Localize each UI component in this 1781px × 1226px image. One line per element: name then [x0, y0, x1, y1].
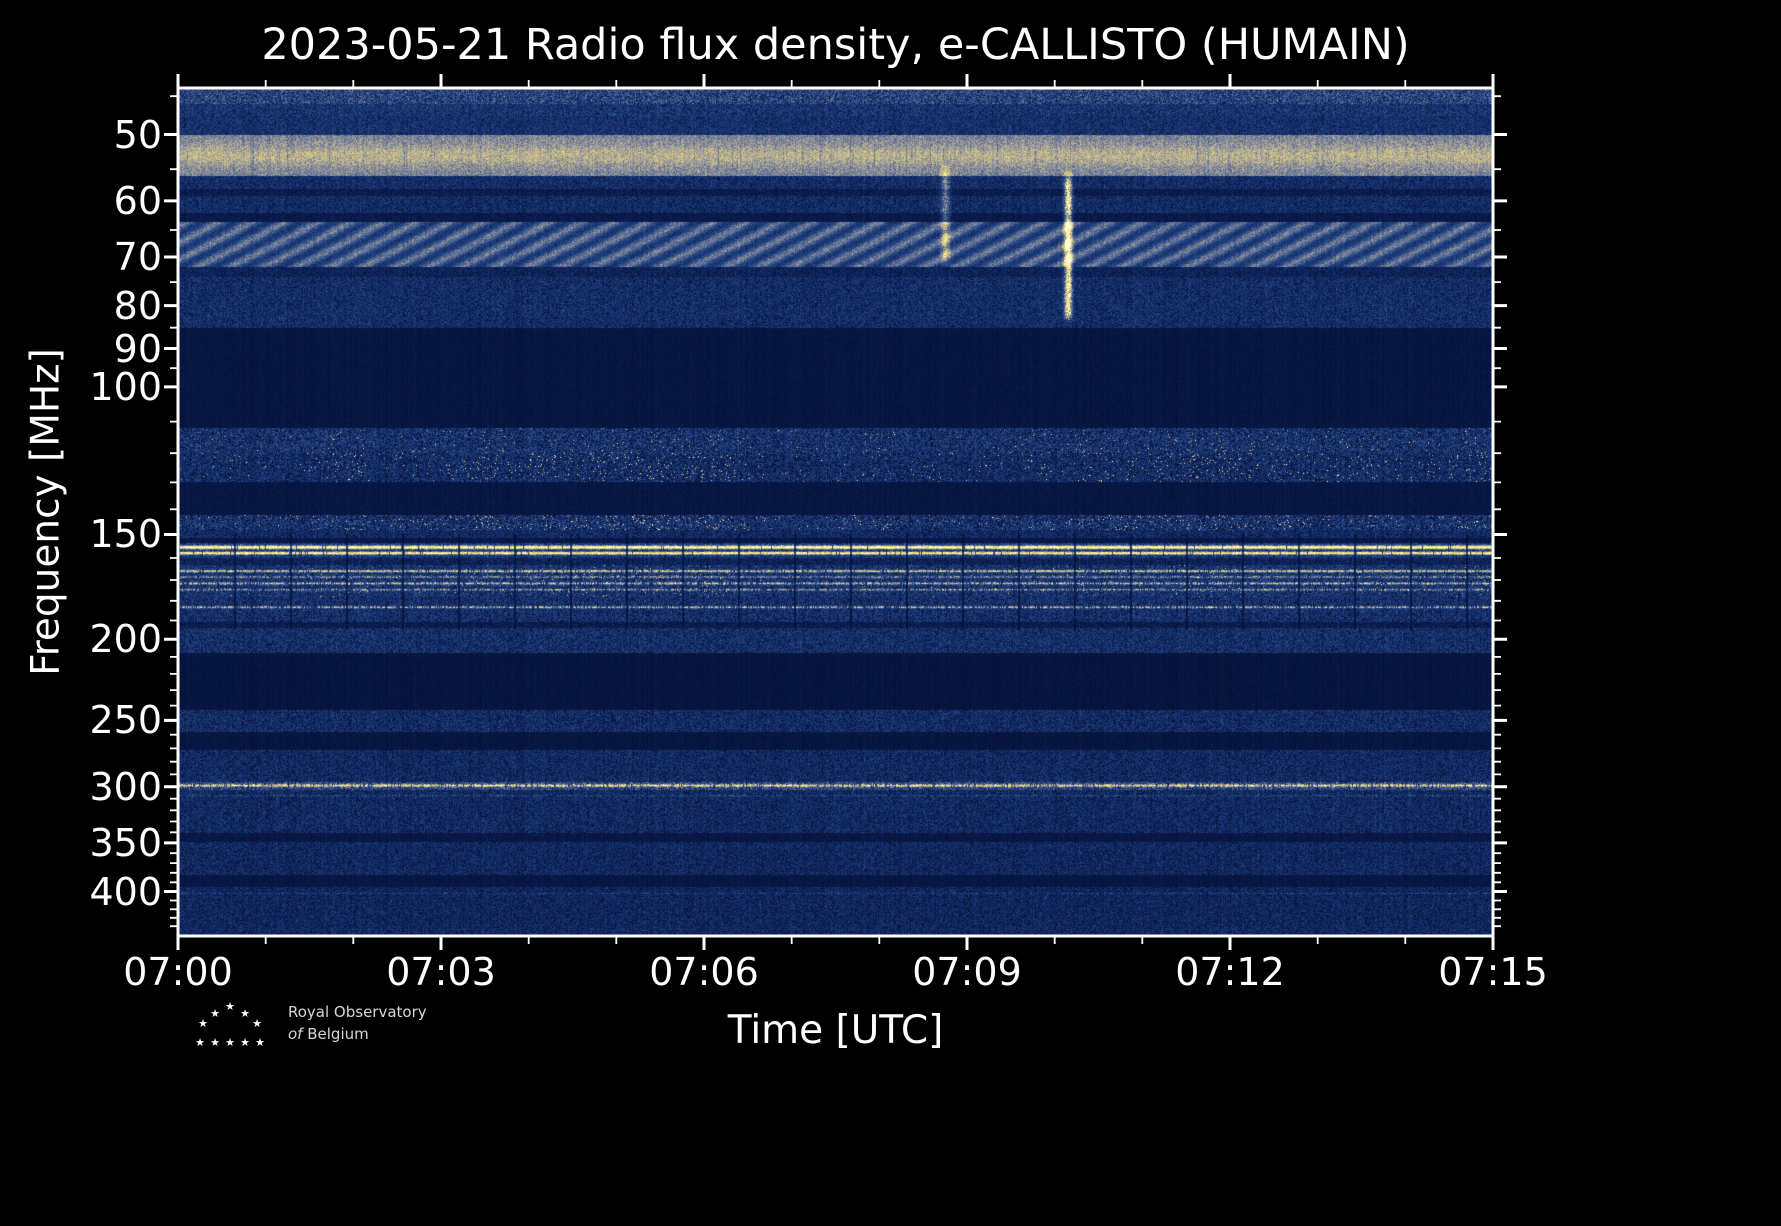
y-tick-label: 60: [113, 178, 162, 223]
x-tick-label: 07:06: [649, 950, 759, 994]
y-tick-label: 350: [89, 820, 162, 865]
y-tick-label: 150: [89, 512, 162, 557]
rob-logo: ★ ★ ★ ★ ★ ★ ★ ★ ★ ★ Royal Observatory of…: [186, 998, 427, 1050]
x-tick-label: 07:03: [386, 950, 496, 994]
svg-text:★: ★: [225, 1000, 235, 1013]
svg-text:★: ★: [255, 1036, 265, 1049]
y-tick-label: 400: [89, 869, 162, 914]
y-tick-label: 90: [113, 326, 162, 371]
x-tick-label: 07:15: [1438, 950, 1548, 994]
x-tick-label: 07:09: [912, 950, 1022, 994]
logo-text-line1: Royal Observatory: [288, 1003, 427, 1022]
y-tick-label: 300: [89, 764, 162, 809]
svg-text:★: ★: [240, 1007, 250, 1020]
svg-text:★: ★: [210, 1007, 220, 1020]
y-tick-label: 200: [89, 617, 162, 662]
y-tick-label: 80: [113, 283, 162, 328]
stars-icon: ★ ★ ★ ★ ★ ★ ★ ★ ★ ★: [195, 1000, 265, 1049]
svg-text:★: ★: [198, 1017, 208, 1030]
x-tick-label: 07:00: [123, 950, 233, 994]
svg-text:★: ★: [240, 1036, 250, 1049]
y-tick-label: 50: [113, 112, 162, 157]
x-axis-label: Time [UTC]: [727, 1008, 944, 1053]
svg-text:★: ★: [252, 1017, 262, 1030]
y-tick-label: 250: [89, 698, 162, 743]
chart-title: 2023-05-21 Radio flux density, e-CALLIST…: [261, 20, 1410, 70]
logo-text-line2: of Belgium: [288, 1025, 369, 1043]
svg-text:★: ★: [195, 1036, 205, 1049]
svg-text:★: ★: [225, 1036, 235, 1049]
x-tick-label: 07:12: [1175, 950, 1285, 994]
y-axis-label: Frequency [MHz]: [23, 348, 69, 676]
y-tick-label: 100: [89, 364, 162, 409]
spectrogram-canvas: [178, 88, 1493, 936]
svg-text:★: ★: [210, 1036, 220, 1049]
y-tick-label: 70: [113, 235, 162, 280]
